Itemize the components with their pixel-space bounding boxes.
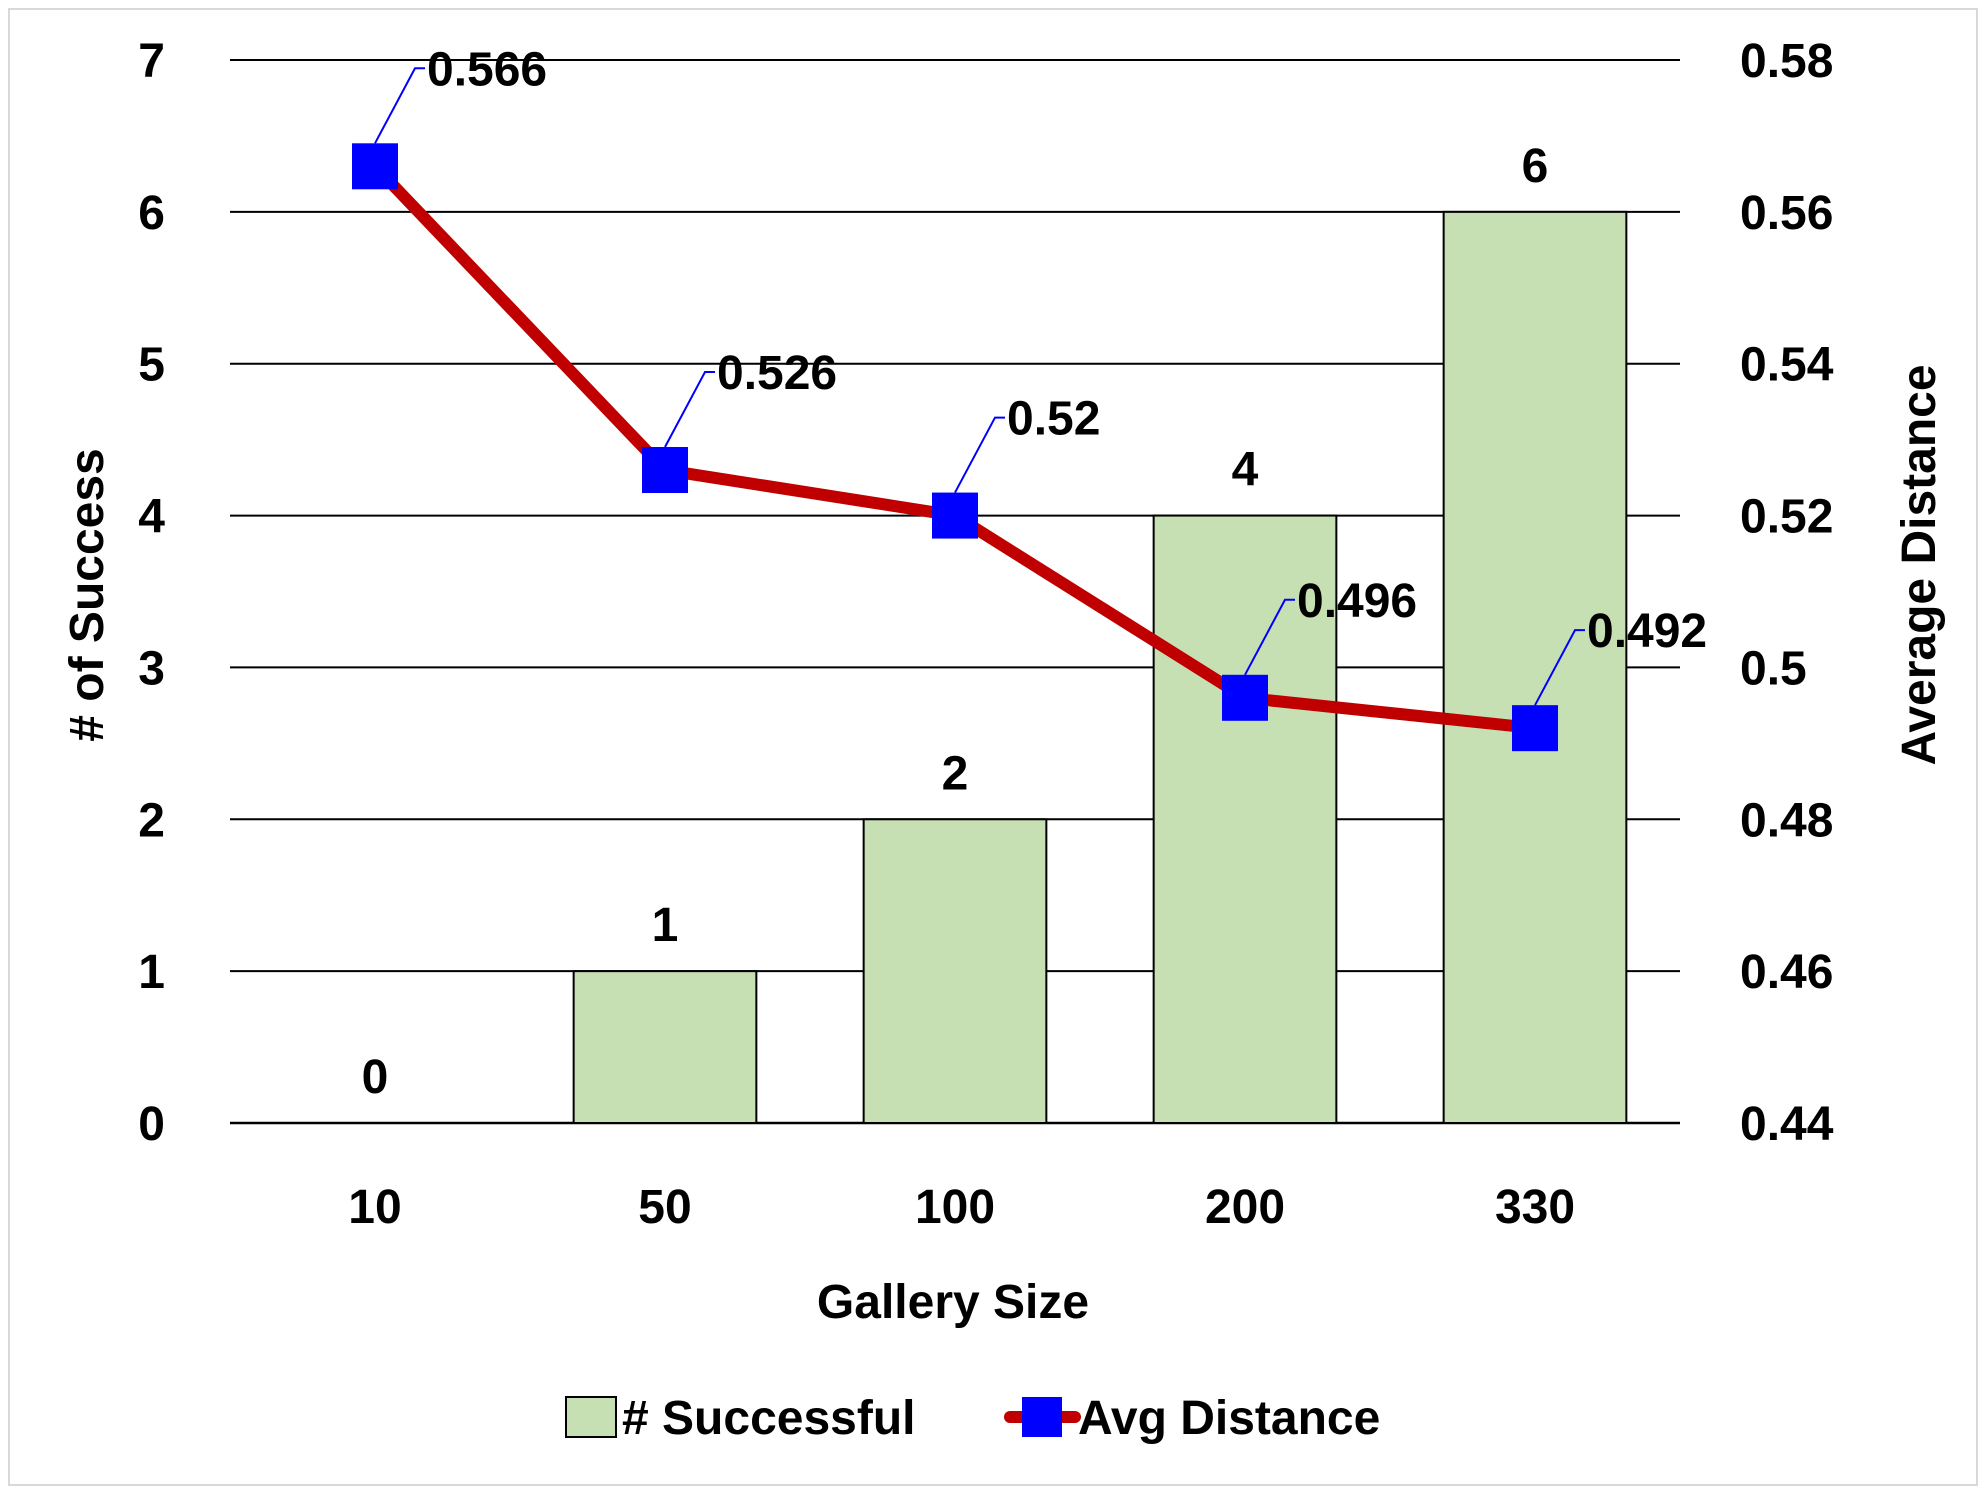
left-tick-label: 4 bbox=[138, 491, 165, 544]
label-leader-line bbox=[1534, 629, 1585, 706]
left-tick-label: 6 bbox=[138, 187, 165, 240]
legend-marker-swatch bbox=[1022, 1397, 1062, 1437]
right-tick-label: 0.56 bbox=[1740, 187, 1833, 240]
bar bbox=[572, 970, 758, 1125]
x-tick-label: 100 bbox=[915, 1181, 995, 1234]
bar-series bbox=[572, 210, 1628, 1125]
legend-bar-label: # Successful bbox=[622, 1392, 915, 1445]
line-data-label: 0.526 bbox=[717, 347, 837, 400]
left-axis-ticks: 0 1 2 3 4 5 6 7 bbox=[138, 35, 165, 1151]
bar bbox=[1152, 514, 1338, 1124]
left-tick-label: 1 bbox=[138, 946, 165, 999]
bar-data-label: 1 bbox=[652, 899, 679, 952]
line-marker bbox=[1512, 705, 1558, 752]
right-tick-label: 0.54 bbox=[1740, 339, 1834, 392]
left-tick-label: 2 bbox=[138, 794, 165, 847]
legend: # Successful Avg Distance bbox=[565, 1392, 1380, 1445]
right-tick-label: 0.44 bbox=[1740, 1098, 1834, 1151]
line-data-label: 0.566 bbox=[427, 43, 547, 96]
right-axis-title: Average Distance bbox=[1893, 364, 1946, 765]
avg-distance-line bbox=[370, 162, 1536, 735]
label-leader-line bbox=[954, 416, 1005, 494]
left-tick-label: 3 bbox=[138, 642, 165, 695]
x-axis-title: Gallery Size bbox=[817, 1276, 1089, 1329]
line-series bbox=[352, 143, 1558, 752]
line-data-label: 0.52 bbox=[1007, 393, 1100, 446]
line-marker bbox=[642, 447, 688, 494]
data-labels: 0 1 2 4 6 0.566 0.526 0.52 0.496 0.492 bbox=[362, 43, 1707, 1104]
label-leader-line bbox=[1244, 598, 1295, 676]
bar-data-label: 4 bbox=[1232, 444, 1259, 497]
x-tick-label: 50 bbox=[638, 1181, 691, 1234]
left-axis-title: # of Success bbox=[61, 448, 114, 741]
bar bbox=[1442, 210, 1628, 1125]
label-leader-line bbox=[374, 67, 425, 144]
line-data-label: 0.496 bbox=[1297, 575, 1417, 628]
x-tick-label: 200 bbox=[1205, 1181, 1285, 1234]
bar-data-label: 2 bbox=[942, 747, 969, 800]
x-tick-label: 330 bbox=[1495, 1181, 1575, 1234]
x-axis-ticks: 10 50 100 200 330 bbox=[348, 1181, 1575, 1234]
bar bbox=[862, 818, 1048, 1124]
line-marker bbox=[352, 143, 398, 190]
right-tick-label: 0.58 bbox=[1740, 35, 1833, 88]
right-tick-label: 0.5 bbox=[1740, 642, 1807, 695]
label-leader-line bbox=[664, 371, 715, 448]
line-data-label: 0.492 bbox=[1587, 605, 1707, 658]
legend-line-label: Avg Distance bbox=[1078, 1392, 1380, 1445]
left-tick-label: 7 bbox=[138, 35, 165, 88]
line-marker bbox=[1222, 674, 1268, 721]
right-tick-label: 0.48 bbox=[1740, 794, 1833, 847]
right-tick-label: 0.52 bbox=[1740, 491, 1833, 544]
right-axis-ticks: 0.44 0.46 0.48 0.5 0.52 0.54 0.56 0.58 bbox=[1740, 35, 1834, 1151]
line-marker bbox=[932, 492, 978, 539]
left-tick-label: 0 bbox=[138, 1098, 165, 1151]
x-tick-label: 10 bbox=[348, 1181, 401, 1234]
chart-frame bbox=[8, 8, 1978, 1486]
left-tick-label: 5 bbox=[138, 339, 165, 392]
right-tick-label: 0.46 bbox=[1740, 946, 1833, 999]
bar-data-label: 6 bbox=[1522, 140, 1549, 193]
bar-data-label: 0 bbox=[362, 1051, 389, 1104]
legend-bar-swatch bbox=[565, 1396, 617, 1438]
